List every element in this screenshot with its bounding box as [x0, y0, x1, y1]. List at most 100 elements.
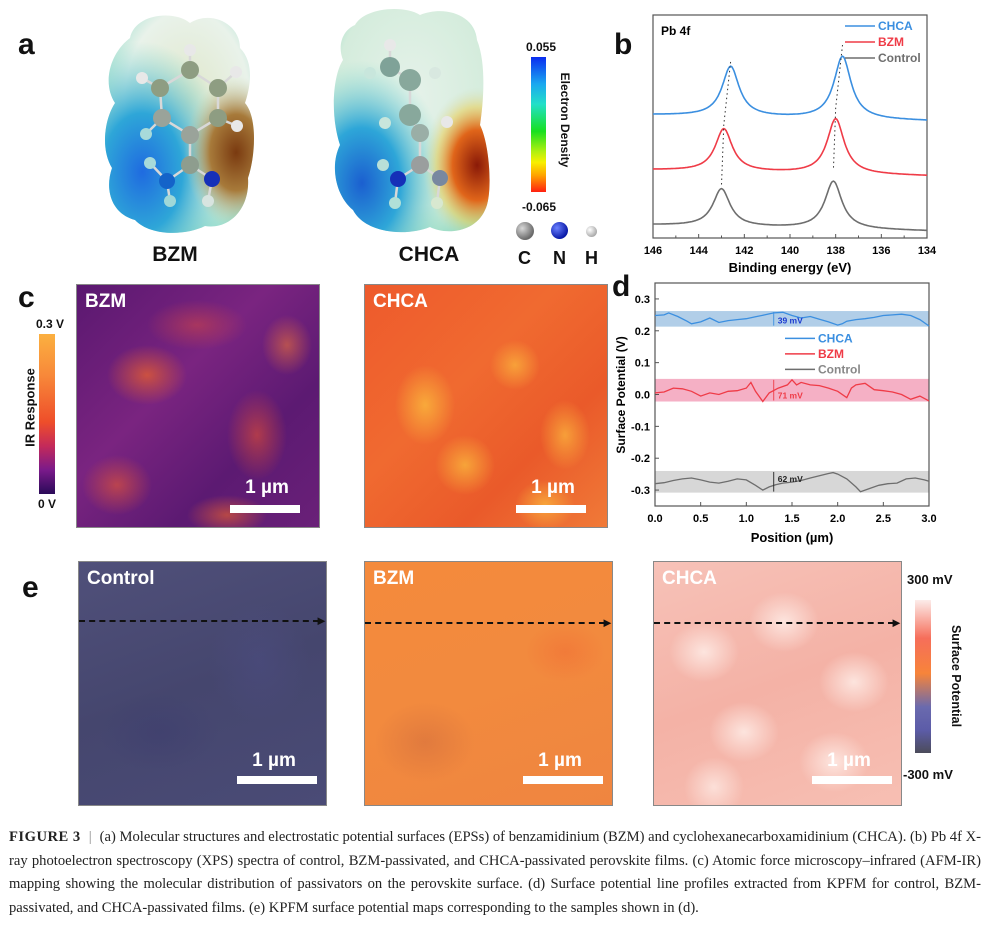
y-tick-label: -0.3 — [631, 485, 650, 497]
arrow-head-icon: ► — [315, 613, 327, 628]
atom-legend-h: H — [585, 248, 598, 268]
molecule-label-chca: CHCA — [398, 243, 460, 266]
y-tick-label: -0.1 — [631, 421, 650, 433]
scalebar-label: 1 µm — [531, 477, 575, 498]
x-tick-label: 0.5 — [693, 513, 708, 525]
panel-label-b: b — [614, 28, 633, 61]
ir-colorbar-min: 0 V — [38, 497, 57, 511]
afm-ir-map-chca-title: CHCA — [373, 291, 428, 312]
electron-density-max: 0.055 — [526, 40, 557, 54]
legend-label-bzm: BZM — [878, 35, 904, 49]
x-tick-label: 2.0 — [830, 513, 845, 525]
chca-atoms — [364, 39, 453, 209]
legend-label-chca: CHCA — [878, 19, 913, 33]
line-profile-arrow — [365, 622, 605, 624]
afm-ir-map-bzm-title: BZM — [85, 291, 127, 312]
kpfm-map-control-title: Control — [87, 568, 155, 589]
electron-density-label: Electron Density — [558, 72, 572, 168]
molecule-label-bzm: BZM — [152, 243, 198, 266]
series-line-bzm — [654, 378, 930, 403]
surface-potential-colorbar-max: 300 mV — [907, 572, 953, 587]
panel-label-c: c — [18, 281, 35, 314]
figure-label: FIGURE 3 — [9, 829, 81, 845]
scalebar — [237, 776, 317, 784]
chca-electrostatic-surface — [333, 9, 490, 233]
x-tick-label: 1.5 — [784, 513, 799, 525]
legend-label-chca: CHCA — [818, 331, 853, 345]
xps-chart: 146 144 142 140 138 136 134 CHCA BZM Control Pb 4… — [644, 14, 937, 275]
x-tick-label: 138 — [826, 245, 844, 257]
x-tick-label: 144 — [689, 245, 708, 257]
variation-band-chca — [655, 311, 929, 327]
x-tick-label: 140 — [781, 245, 799, 257]
arrow-head-icon: ► — [890, 615, 902, 630]
scalebar — [523, 776, 603, 784]
caption-text: (a) Molecular structures and electrostat… — [9, 829, 981, 916]
panel-label-e: e — [22, 571, 39, 604]
y-tick-label: 0.0 — [635, 390, 650, 402]
surface-potential-colorbar-min: -300 mV — [903, 767, 953, 782]
figure-caption: FIGURE 3 | (a) Molecular structures and el… — [9, 826, 981, 920]
line-profile-arrow — [654, 622, 894, 624]
afm-ir-map-chca: CHCA 1 µm — [364, 284, 608, 528]
scalebar — [812, 776, 892, 784]
panel-label-a: a — [18, 28, 35, 61]
series-line-control — [654, 471, 930, 493]
chart-d-ylabel: Surface Potential (V) — [614, 336, 628, 453]
scalebar-label: 1 µm — [245, 477, 289, 498]
surface-potential-chart: 39 mV 71 mV 62 mV 0.0 0.5 1.0 1.5 2.0 2.5 3.0 -0.3… — [614, 282, 937, 545]
peak-shift-guide — [721, 61, 732, 185]
surface-potential-colorbar — [915, 600, 931, 753]
scalebar-label: 1 µm — [827, 750, 871, 771]
series-line-chca — [654, 311, 930, 327]
x-tick-label: 146 — [644, 245, 662, 257]
ir-colorbar-label: IR Response — [22, 368, 38, 447]
series-line-chca — [653, 55, 928, 121]
scalebar-label: 1 µm — [538, 750, 582, 771]
atom-legend-hydrogen-icon — [586, 226, 597, 237]
kpfm-map-chca: CHCA ► 1 µm — [653, 561, 902, 806]
scalebar — [516, 505, 586, 513]
atom-legend-carbon-icon — [516, 222, 534, 240]
x-tick-label: 3.0 — [921, 513, 936, 525]
y-tick-label: 0.2 — [635, 326, 650, 338]
chart-b-title: Pb 4f — [661, 24, 691, 38]
kpfm-map-bzm: BZM ► 1 µm — [364, 561, 613, 806]
kpfm-map-bzm-title: BZM — [373, 568, 415, 589]
band-range-label: 62 mV — [778, 474, 803, 484]
line-profile-arrow — [79, 620, 319, 622]
x-tick-label: 0.0 — [647, 513, 662, 525]
series-line-control — [653, 180, 927, 232]
legend-label-bzm: BZM — [818, 347, 844, 361]
kpfm-map-chca-title: CHCA — [662, 568, 717, 589]
panel-label-d: d — [612, 270, 631, 303]
series-line-bzm — [653, 117, 927, 176]
electron-density-colorbar — [531, 57, 546, 192]
atom-legend-c: C — [518, 248, 531, 268]
x-tick-label: 134 — [918, 245, 937, 257]
band-range-label: 71 mV — [778, 391, 803, 401]
atom-legend-nitrogen-icon — [551, 222, 568, 239]
scalebar-label: 1 µm — [252, 750, 296, 771]
chart-d-xlabel: Position (µm) — [751, 530, 834, 545]
legend-label-control: Control — [818, 362, 861, 376]
legend-label-control: Control — [878, 51, 921, 65]
ir-colorbar-max: 0.3 V — [36, 317, 65, 331]
kpfm-map-control: Control ► 1 µm — [78, 561, 327, 806]
x-tick-label: 142 — [735, 245, 753, 257]
y-tick-label: -0.2 — [631, 453, 650, 465]
band-range-label: 39 mV — [778, 316, 803, 326]
afm-ir-map-bzm: BZM 1 µm — [76, 284, 320, 528]
x-tick-label: 1.0 — [739, 513, 754, 525]
ir-response-colorbar — [39, 334, 55, 494]
peak-shift-guide — [832, 44, 843, 171]
caption-separator: | — [88, 829, 92, 845]
surface-potential-colorbar-label: Surface Potential — [949, 624, 963, 728]
chart-b-xlabel: Binding energy (eV) — [729, 260, 852, 275]
electron-density-min: -0.065 — [522, 200, 557, 214]
y-tick-label: 0.1 — [635, 358, 650, 370]
y-tick-label: 0.3 — [635, 294, 650, 306]
bzm-electrostatic-surface — [104, 15, 254, 233]
x-tick-label: 136 — [872, 245, 890, 257]
arrow-head-icon: ► — [601, 615, 613, 630]
